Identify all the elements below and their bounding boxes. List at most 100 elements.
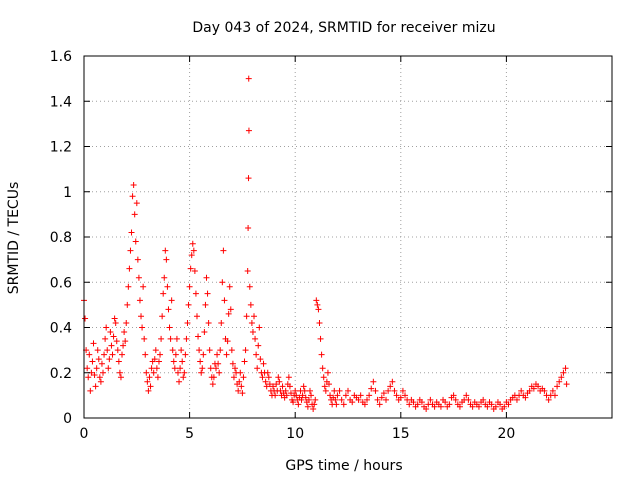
data-point-plus bbox=[159, 313, 166, 320]
data-point-plus bbox=[191, 267, 198, 274]
data-point-plus bbox=[82, 315, 89, 322]
data-point-plus bbox=[195, 333, 202, 340]
data-point-plus bbox=[314, 301, 321, 308]
data-point-plus bbox=[236, 378, 243, 385]
grid-lines bbox=[84, 56, 612, 418]
data-point-plus bbox=[272, 392, 279, 399]
data-point-plus bbox=[446, 401, 453, 408]
data-point-plus bbox=[246, 283, 253, 290]
data-point-plus bbox=[399, 387, 406, 394]
data-point-plus bbox=[245, 175, 252, 182]
data-point-plus bbox=[391, 387, 398, 394]
data-point-plus bbox=[380, 390, 387, 397]
data-point-plus bbox=[304, 403, 311, 410]
data-point-plus bbox=[183, 335, 190, 342]
data-point-plus bbox=[113, 338, 120, 345]
data-point-plus bbox=[157, 351, 164, 358]
data-point-plus bbox=[224, 338, 231, 345]
data-point-plus bbox=[230, 374, 237, 381]
data-point-plus bbox=[285, 374, 292, 381]
data-point-plus bbox=[316, 319, 323, 326]
data-point-plus bbox=[410, 399, 417, 406]
data-point-plus bbox=[184, 319, 191, 326]
data-point-plus bbox=[414, 401, 421, 408]
data-point-plus bbox=[151, 356, 158, 363]
data-point-plus bbox=[232, 365, 239, 372]
data-point-plus bbox=[94, 347, 101, 354]
data-point-plus bbox=[206, 347, 213, 354]
data-point-plus bbox=[119, 351, 126, 358]
data-point-plus bbox=[182, 351, 189, 358]
data-point-plus bbox=[147, 383, 154, 390]
data-point-plus bbox=[372, 387, 379, 394]
data-point-plus bbox=[85, 374, 92, 381]
data-point-plus bbox=[423, 405, 430, 412]
data-point-plus bbox=[322, 387, 329, 394]
data-point-plus bbox=[334, 392, 341, 399]
axis-ticks: 0 5 10 15 20 0 0.2 0.4 0.6 0.8 1 1.2 1.4 1.6 bbox=[50, 49, 612, 442]
data-point-plus bbox=[127, 247, 134, 254]
data-point-plus bbox=[393, 392, 400, 399]
data-point-plus bbox=[203, 274, 210, 281]
data-point-plus bbox=[522, 394, 529, 401]
data-point-plus bbox=[364, 396, 371, 403]
data-point-plus bbox=[366, 392, 373, 399]
data-point-plus bbox=[168, 297, 175, 304]
data-point-plus bbox=[247, 301, 254, 308]
data-point-plus bbox=[173, 335, 180, 342]
data-point-plus bbox=[131, 211, 138, 218]
data-point-plus bbox=[202, 301, 209, 308]
data-point-plus bbox=[217, 347, 224, 354]
data-point-plus bbox=[238, 383, 245, 390]
data-point-plus bbox=[114, 347, 121, 354]
data-point-plus bbox=[237, 369, 244, 376]
data-point-plus bbox=[450, 392, 457, 399]
data-point-plus bbox=[349, 399, 356, 406]
data-point-plus bbox=[427, 396, 434, 403]
data-point-plus bbox=[174, 369, 181, 376]
data-point-plus bbox=[558, 374, 565, 381]
data-points bbox=[81, 75, 570, 412]
data-point-plus bbox=[123, 319, 130, 326]
data-point-plus bbox=[216, 369, 223, 376]
data-point-plus bbox=[117, 374, 124, 381]
data-point-plus bbox=[563, 381, 570, 388]
data-point-plus bbox=[361, 401, 368, 408]
data-point-plus bbox=[86, 351, 93, 358]
data-point-plus bbox=[265, 374, 272, 381]
data-point-plus bbox=[310, 405, 317, 412]
data-point-plus bbox=[242, 347, 249, 354]
y-tick-label: 0 bbox=[63, 411, 72, 427]
data-point-plus bbox=[135, 274, 142, 281]
data-point-plus bbox=[225, 310, 232, 317]
data-point-plus bbox=[177, 365, 184, 372]
data-point-plus bbox=[273, 381, 280, 388]
x-tick-label: 20 bbox=[497, 426, 515, 442]
data-point-plus bbox=[501, 403, 508, 410]
data-point-plus bbox=[84, 365, 91, 372]
data-point-plus bbox=[431, 403, 438, 410]
data-point-plus bbox=[321, 383, 328, 390]
data-point-plus bbox=[167, 335, 174, 342]
data-point-plus bbox=[333, 401, 340, 408]
data-point-plus bbox=[165, 306, 172, 313]
y-tick-label: 1.2 bbox=[50, 140, 72, 156]
data-point-plus bbox=[139, 324, 146, 331]
data-point-plus bbox=[279, 383, 286, 390]
data-point-plus bbox=[456, 403, 463, 410]
data-point-plus bbox=[332, 396, 339, 403]
data-point-plus bbox=[169, 347, 176, 354]
data-point-plus bbox=[187, 265, 194, 272]
data-point-plus bbox=[385, 387, 392, 394]
data-point-plus bbox=[338, 396, 345, 403]
data-point-plus bbox=[196, 347, 203, 354]
data-point-plus bbox=[150, 369, 157, 376]
data-point-plus bbox=[262, 378, 269, 385]
data-point-plus bbox=[166, 324, 173, 331]
data-point-plus bbox=[556, 378, 563, 385]
data-point-plus bbox=[254, 365, 261, 372]
data-point-plus bbox=[181, 369, 188, 376]
data-point-plus bbox=[549, 387, 556, 394]
data-point-plus bbox=[374, 396, 381, 403]
